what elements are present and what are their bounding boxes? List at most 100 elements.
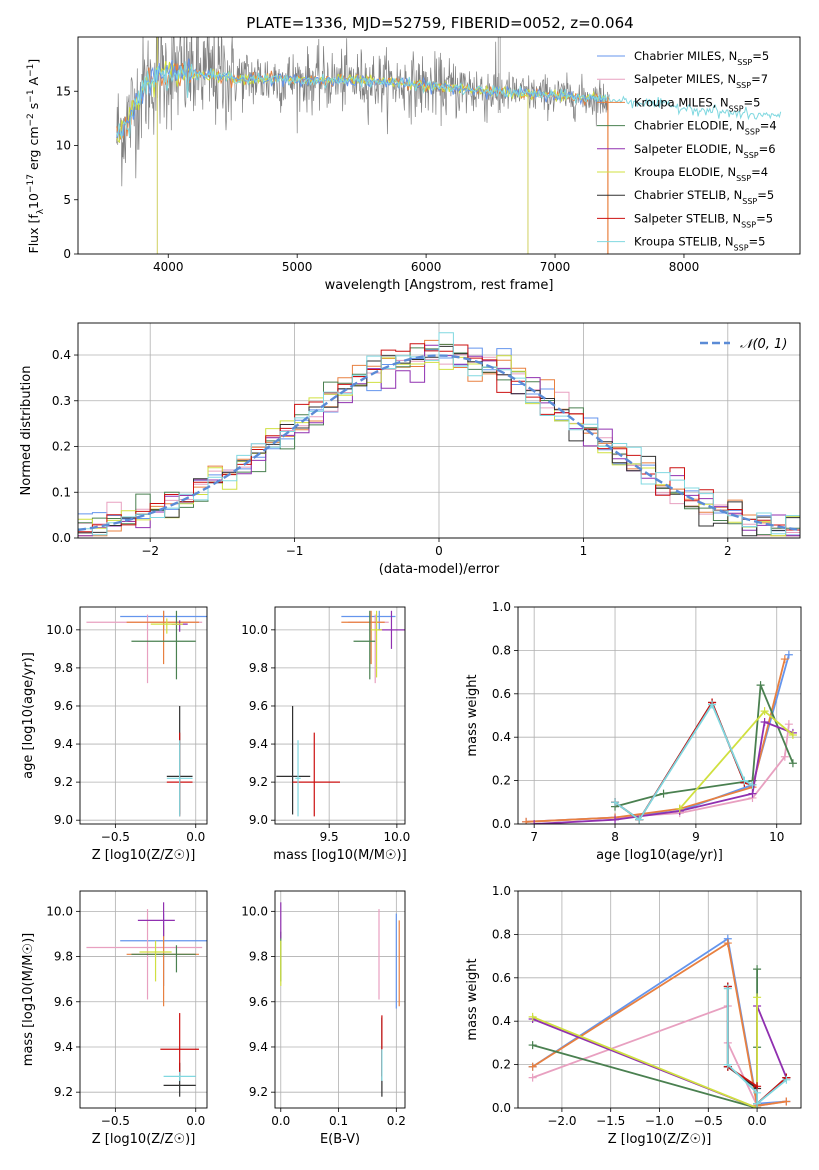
y-axis-label-part: ] xyxy=(26,59,41,64)
weight-marker xyxy=(611,798,620,807)
x-tick-label: −0.5 xyxy=(101,830,130,844)
weight-marker xyxy=(522,817,531,824)
x-tick-label: 2 xyxy=(724,544,732,558)
axes-frame xyxy=(79,606,208,825)
y-tick-label: 9.8 xyxy=(249,661,268,675)
legend-label: Chabrier STELIB, N xyxy=(634,188,742,202)
y-tick-label: 9.4 xyxy=(54,1040,73,1054)
y-axis-label: age [log10(age/yr)] xyxy=(21,652,36,779)
x-tick-label: 0.2 xyxy=(387,1114,406,1128)
x-tick-label: 0 xyxy=(435,544,443,558)
x-tick-label: 0.0 xyxy=(748,1114,767,1128)
x-tick-label: 0.0 xyxy=(186,830,205,844)
y-axis-label-part: erg cm xyxy=(26,126,41,174)
model-spectrum xyxy=(116,58,607,139)
plot-area xyxy=(86,902,207,1097)
legend-label: Chabrier MILES, N xyxy=(634,49,737,63)
x-tick-label: 8 xyxy=(611,830,619,844)
axes-frame xyxy=(274,890,406,1109)
y-axis-label-part: 10 xyxy=(26,193,41,209)
weight-marker xyxy=(528,1062,537,1071)
legend-subscript: SSP xyxy=(736,81,751,90)
x-tick-label: 7000 xyxy=(540,260,571,274)
weight-marker xyxy=(723,984,732,993)
y-tick-label: 0.2 xyxy=(492,774,511,788)
weight-marker xyxy=(528,1012,537,1021)
y-tick-label: 0.0 xyxy=(52,531,71,545)
legend-entry: Chabrier MILES, NSSP=5 xyxy=(634,49,769,67)
weight-marker xyxy=(780,655,789,664)
weight-line xyxy=(526,654,790,823)
observed-spectrum xyxy=(116,37,610,187)
histogram-series xyxy=(78,354,800,537)
y-tick-label: 10.0 xyxy=(46,904,73,918)
y-tick-label: 9.6 xyxy=(249,995,268,1009)
legend-entry: Kroupa STELIB, NSSP=5 xyxy=(634,235,765,253)
plot-area xyxy=(528,934,791,1108)
legend-entry: Kroupa ELODIE, NSSP=4 xyxy=(634,165,768,183)
weight-marker xyxy=(659,789,668,798)
legend-suffix: =5 xyxy=(749,235,766,249)
axes-frame xyxy=(79,890,208,1109)
y-axis-label: Normed distribution xyxy=(19,366,34,496)
weight-marker xyxy=(675,804,684,813)
y-tick-label: 10.0 xyxy=(241,904,268,918)
y-tick-label: 10.0 xyxy=(241,623,268,637)
weight-marker xyxy=(782,1097,791,1106)
axes-frame xyxy=(274,606,406,825)
x-tick-label: 10.0 xyxy=(384,830,411,844)
legend-suffix: =4 xyxy=(760,119,777,133)
y-tick-label: 9.8 xyxy=(249,950,268,964)
weight-marker xyxy=(753,965,762,974)
y-tick-label: 9.8 xyxy=(54,950,73,964)
weight-marker xyxy=(788,759,797,768)
y-tick-label: 0.2 xyxy=(492,1058,511,1072)
spectrum-panel: 4000 5000 6000 7000 8000 0 5 10 15 wavelength [An… xyxy=(26,36,801,293)
age-vs-metallicity-panel: −0.5 0.0 9.0 9.2 9.4 9.6 9.8 10.0 Z [log10(Z/Z☉)… xyxy=(21,606,208,863)
legend-subscript: SSP xyxy=(741,220,756,229)
y-tick-label: 5 xyxy=(63,193,71,207)
legend-suffix: =5 xyxy=(756,211,773,225)
y-tick-label: 9.8 xyxy=(54,661,73,675)
weight-marker xyxy=(753,1099,762,1108)
y-tick-label: 0.8 xyxy=(492,927,511,941)
legend-label: Kroupa MILES, N xyxy=(634,95,729,109)
x-tick-label: 10 xyxy=(769,830,784,844)
legend-entry: 𝒩(0, 1) xyxy=(740,337,787,352)
y-tick-label: 0.2 xyxy=(52,440,71,454)
weight-marker xyxy=(756,681,765,690)
y-axis-label-part: s xyxy=(26,103,41,114)
y-tick-label: 9.2 xyxy=(249,775,268,789)
x-tick-label: −0.5 xyxy=(101,1114,130,1128)
legend-suffix: =7 xyxy=(751,72,768,86)
y-axis-label-part: λ xyxy=(36,208,46,214)
x-axis-label: Z [log10(Z/Z☉)] xyxy=(608,1132,712,1147)
legend-entry: Chabrier STELIB, NSSP=5 xyxy=(634,188,774,206)
y-tick-label: 0.4 xyxy=(52,348,71,362)
x-axis-label: age [log10(age/yr)] xyxy=(596,848,723,863)
x-tick-label: 6000 xyxy=(411,260,442,274)
weight-marker xyxy=(635,815,644,824)
y-tick-label: 15 xyxy=(56,84,71,98)
x-tick-label: 0.0 xyxy=(271,1114,290,1128)
weight-marker xyxy=(723,1060,732,1069)
x-axis-label: mass [log10(M/M☉)] xyxy=(273,848,406,863)
y-tick-label: 9.0 xyxy=(249,813,268,827)
x-tick-label: 0.0 xyxy=(186,1114,205,1128)
weight-marker xyxy=(788,731,797,740)
x-tick-label: 1 xyxy=(580,544,588,558)
legend-suffix: =6 xyxy=(759,142,776,156)
y-tick-label: 0.6 xyxy=(492,971,511,985)
y-tick-label: 0.4 xyxy=(492,730,511,744)
weight-marker xyxy=(528,1041,537,1050)
weight-line xyxy=(614,684,794,808)
legend-subscript: SSP xyxy=(734,243,749,252)
y-tick-label: 9.6 xyxy=(249,699,268,713)
x-tick-label: 9.5 xyxy=(320,830,339,844)
legend-entry: Salpeter ELODIE, NSSP=6 xyxy=(634,142,776,160)
y-tick-label: 0.1 xyxy=(52,485,71,499)
legend-subscript: SSP xyxy=(745,127,760,136)
legend-subscript: SSP xyxy=(737,58,752,67)
weight-marker xyxy=(530,820,539,824)
weight-marker xyxy=(528,1073,537,1082)
